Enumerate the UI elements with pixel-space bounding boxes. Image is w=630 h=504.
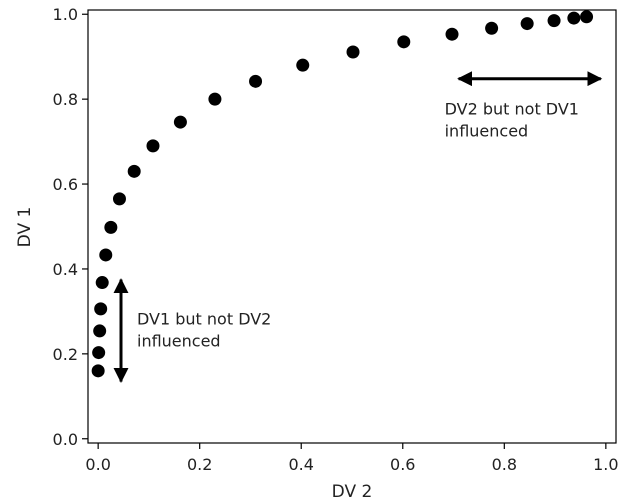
data-point <box>296 58 310 72</box>
y-tick-label: 0.4 <box>53 260 78 279</box>
data-point <box>127 164 141 178</box>
x-axis-ticks: 0.0 0.2 0.4 0.6 0.8 1.0 <box>85 443 619 474</box>
data-point <box>91 364 105 378</box>
annotation-text: DV1 but not DV2 <box>137 310 271 329</box>
data-point <box>95 276 109 290</box>
annotations: DV2 but not DV1 influenced DV1 but not DV2… <box>113 71 603 383</box>
y-axis-ticks: 0.0 0.2 0.4 0.6 0.8 1.0 <box>53 5 88 449</box>
data-points <box>91 10 594 378</box>
x-tick-label: 0.0 <box>85 455 110 474</box>
annotation-text: influenced <box>445 122 529 141</box>
x-tick-label: 1.0 <box>593 455 618 474</box>
data-point <box>104 220 118 234</box>
x-tick-label: 0.8 <box>492 455 517 474</box>
data-point <box>520 17 534 31</box>
y-tick-label: 0.8 <box>53 90 78 109</box>
data-point <box>208 92 222 106</box>
data-point <box>485 21 499 35</box>
data-point <box>146 139 160 153</box>
data-point <box>94 302 108 316</box>
data-point <box>567 11 581 25</box>
data-point <box>580 10 594 24</box>
data-point <box>249 74 263 88</box>
data-point <box>92 346 106 360</box>
data-point <box>445 27 459 41</box>
data-point <box>397 35 411 49</box>
data-point <box>547 14 561 28</box>
data-point <box>346 45 360 59</box>
x-tick-label: 0.2 <box>187 455 212 474</box>
y-tick-label: 0.0 <box>53 430 78 449</box>
y-tick-label: 0.2 <box>53 345 78 364</box>
plot-area-frame <box>87 9 617 444</box>
data-point <box>112 192 126 206</box>
x-tick-label: 0.4 <box>289 455 314 474</box>
annotation-text: DV2 but not DV1 <box>445 100 579 119</box>
x-axis-title: DV 2 <box>332 482 373 502</box>
x-tick-label: 0.6 <box>390 455 415 474</box>
data-point <box>99 248 113 262</box>
y-tick-label: 1.0 <box>53 5 78 24</box>
annotation-text: influenced <box>137 332 221 351</box>
data-point <box>173 115 187 129</box>
y-axis-title: DV 1 <box>15 207 35 248</box>
data-point <box>93 324 107 338</box>
y-tick-label: 0.6 <box>53 175 78 194</box>
